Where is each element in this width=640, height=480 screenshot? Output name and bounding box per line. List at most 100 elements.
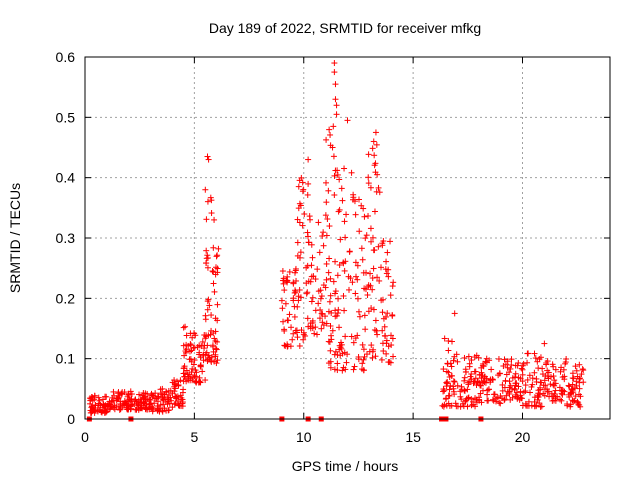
data-point bbox=[331, 60, 338, 67]
data-point bbox=[385, 266, 392, 273]
data-point bbox=[569, 370, 576, 377]
data-point bbox=[495, 356, 502, 363]
data-point bbox=[187, 341, 194, 348]
data-point bbox=[554, 393, 561, 400]
data-point bbox=[320, 229, 327, 236]
data-point bbox=[489, 396, 496, 403]
data-point bbox=[171, 401, 178, 408]
data-point bbox=[327, 364, 334, 371]
data-point bbox=[331, 172, 338, 179]
data-point bbox=[199, 338, 206, 345]
data-point bbox=[360, 356, 367, 363]
data-point bbox=[332, 258, 339, 265]
data-point bbox=[214, 252, 221, 259]
data-point bbox=[177, 377, 184, 384]
data-point bbox=[442, 396, 449, 403]
data-point bbox=[367, 270, 374, 277]
data-point bbox=[467, 373, 474, 380]
data-point bbox=[556, 396, 563, 403]
data-point bbox=[380, 347, 387, 354]
y-tick-label: 0.5 bbox=[56, 109, 76, 125]
data-point bbox=[212, 345, 219, 352]
data-point bbox=[212, 264, 219, 271]
data-point bbox=[461, 387, 468, 394]
data-point bbox=[139, 392, 146, 399]
data-point bbox=[336, 324, 343, 331]
data-point bbox=[121, 401, 128, 408]
data-point bbox=[215, 245, 222, 252]
data-point bbox=[444, 360, 451, 367]
data-point bbox=[549, 361, 556, 368]
data-point bbox=[389, 283, 396, 290]
data-point bbox=[286, 268, 293, 275]
data-point bbox=[348, 333, 355, 340]
data-point bbox=[323, 199, 330, 206]
data-point bbox=[327, 322, 334, 329]
data-point bbox=[485, 386, 492, 393]
data-point bbox=[561, 388, 568, 395]
data-point bbox=[107, 401, 114, 408]
data-point bbox=[213, 253, 220, 260]
data-point bbox=[388, 332, 395, 339]
data-point bbox=[547, 381, 554, 388]
data-point bbox=[182, 348, 189, 355]
data-point bbox=[132, 396, 139, 403]
x-tick-label: 10 bbox=[296, 429, 312, 445]
data-point bbox=[290, 295, 297, 302]
data-point bbox=[537, 403, 544, 410]
data-point bbox=[100, 396, 107, 403]
data-point bbox=[290, 280, 297, 287]
data-point bbox=[384, 310, 391, 317]
data-point bbox=[204, 254, 211, 261]
data-point bbox=[339, 197, 346, 204]
data-point bbox=[485, 397, 492, 404]
data-point bbox=[372, 129, 379, 136]
data-point bbox=[502, 378, 509, 385]
data-point bbox=[318, 293, 325, 300]
data-point bbox=[564, 402, 571, 409]
data-point bbox=[451, 310, 458, 317]
data-point bbox=[210, 280, 217, 287]
data-point bbox=[477, 382, 484, 389]
data-point bbox=[448, 372, 455, 379]
data-point bbox=[472, 395, 479, 402]
data-point bbox=[338, 185, 345, 192]
data-point bbox=[336, 342, 343, 349]
data-point bbox=[476, 397, 483, 404]
data-point bbox=[171, 380, 178, 387]
data-point bbox=[550, 373, 557, 380]
data-point bbox=[303, 290, 310, 297]
data-point bbox=[308, 273, 315, 280]
data-point bbox=[191, 357, 198, 364]
data-point bbox=[576, 391, 583, 398]
data-point bbox=[148, 392, 155, 399]
data-point bbox=[359, 341, 366, 348]
data-point bbox=[338, 339, 345, 346]
data-point bbox=[283, 277, 290, 284]
data-point bbox=[387, 238, 394, 245]
data-point bbox=[362, 326, 369, 333]
data-point bbox=[501, 384, 508, 391]
data-point bbox=[285, 317, 292, 324]
data-point bbox=[365, 308, 372, 315]
data-point bbox=[496, 399, 503, 406]
data-point bbox=[567, 401, 574, 408]
data-point bbox=[346, 248, 353, 255]
data-point bbox=[342, 234, 349, 241]
data-point bbox=[541, 377, 548, 384]
data-point bbox=[389, 311, 396, 318]
data-point bbox=[280, 318, 287, 325]
data-point bbox=[387, 359, 394, 366]
data-point bbox=[304, 315, 311, 322]
data-point bbox=[573, 367, 580, 374]
data-point bbox=[570, 398, 577, 405]
data-point bbox=[499, 381, 506, 388]
data-point bbox=[574, 398, 581, 405]
data-point bbox=[205, 296, 212, 303]
data-point bbox=[561, 373, 568, 380]
data-points bbox=[87, 60, 587, 416]
data-point bbox=[154, 402, 161, 409]
data-point bbox=[354, 332, 361, 339]
y-axis-label: SRMTID / TECUs bbox=[7, 183, 23, 293]
data-point bbox=[371, 152, 378, 159]
